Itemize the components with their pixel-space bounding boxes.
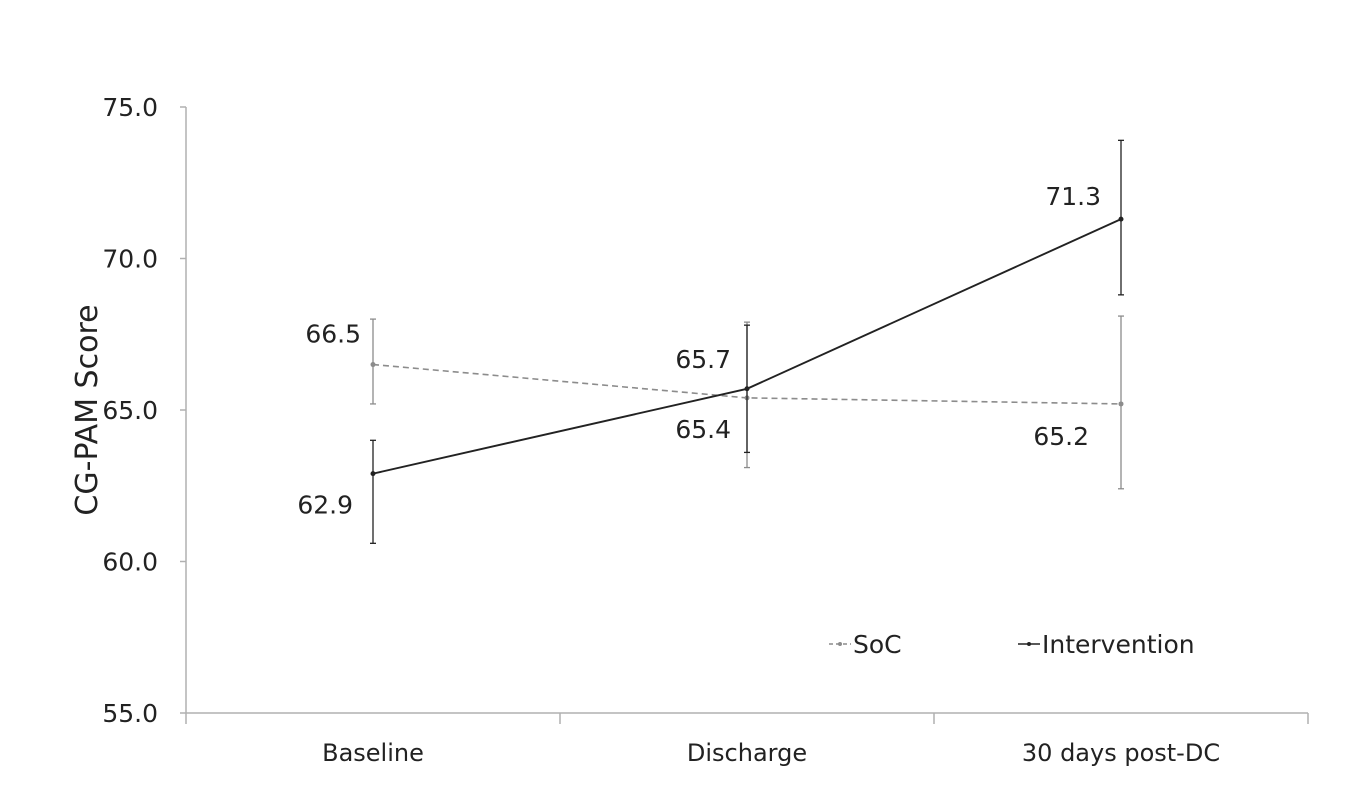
legend-item-soc: SoC [829,630,902,659]
legend-label-intervention: Intervention [1042,630,1195,659]
x-tick-label: Baseline [322,739,424,767]
y-ticks: 55.0 60.0 65.0 70.0 75.0 [102,93,186,728]
y-tick-label: 55.0 [102,699,158,728]
y-axis-title: CG-PAM Score [70,304,105,515]
data-point-soc [1118,401,1124,407]
x-tick-label: 30 days post-DC [1022,739,1220,767]
data-point-soc [370,362,376,368]
x-ticks: Baseline Discharge 30 days post-DC [185,713,1309,767]
y-tick-label: 65.0 [102,396,158,425]
data-point-intervention [744,386,750,392]
series-layer [370,139,1124,544]
data-label-intervention: 65.7 [675,345,731,374]
data-point-intervention [370,471,376,477]
y-tick-label: 60.0 [102,548,158,577]
x-tick-label: Discharge [687,739,807,767]
legend-item-intervention: Intervention [1018,630,1195,659]
legend-marker-soc [838,642,842,646]
y-tick-label: 70.0 [102,245,158,274]
data-label-soc: 65.4 [675,415,731,444]
data-labels: 66.5 65.4 65.2 62.9 65.7 71.3 [297,182,1101,520]
y-tick-label: 75.0 [102,93,158,122]
data-label-soc: 65.2 [1033,422,1089,451]
legend: SoC Intervention [829,630,1195,659]
data-label-intervention: 62.9 [297,491,353,520]
data-point-intervention [1118,216,1124,222]
legend-label-soc: SoC [853,630,902,659]
data-label-soc: 66.5 [305,320,361,349]
legend-marker-intervention [1027,642,1031,646]
data-label-intervention: 71.3 [1045,182,1101,211]
